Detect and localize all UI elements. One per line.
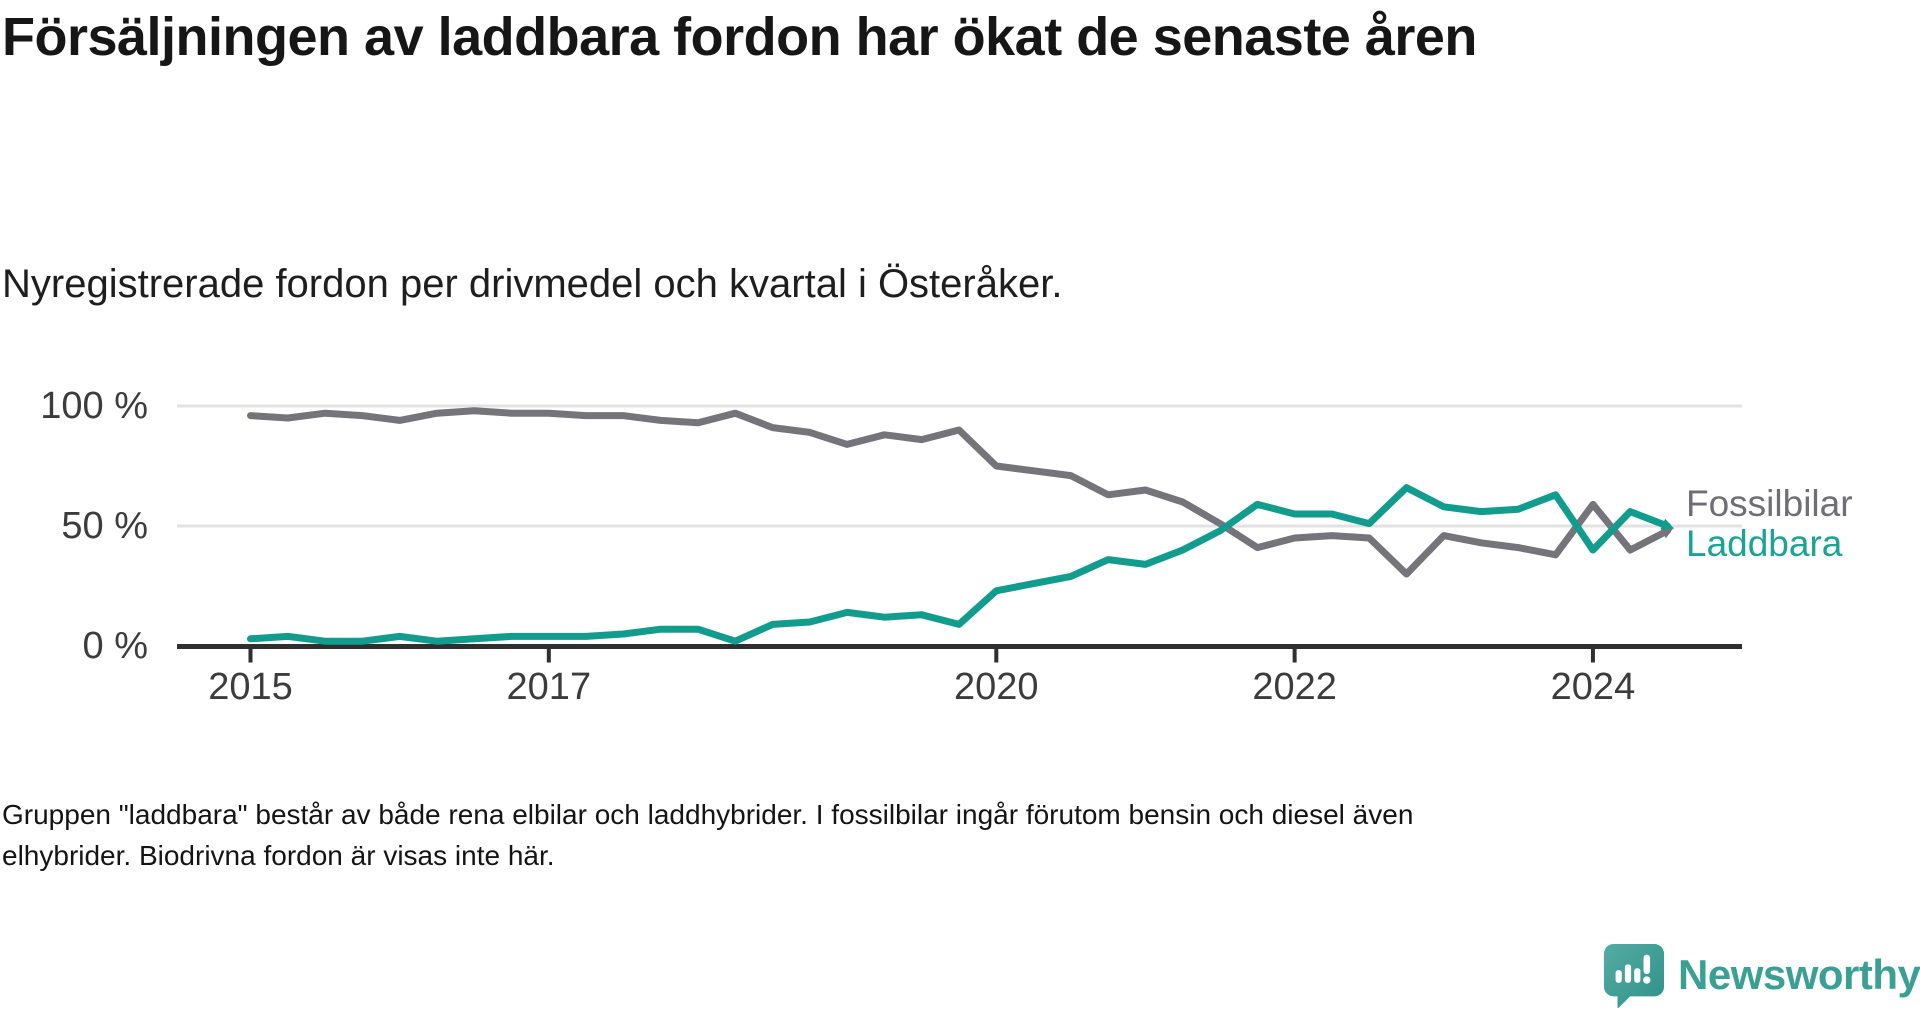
x-axis-label-2017: 2017 [506,666,592,708]
page-subtitle: Nyregistrerade fordon per drivmedel och … [2,262,1063,306]
speech-bubble-shape [1603,943,1665,1008]
x-axis-label-2022: 2022 [1252,666,1337,708]
laddbara-line [247,484,1675,645]
newsworthy-speech-bubble-chart-icon [1603,943,1665,1008]
footnote-text: Gruppen "laddbara" består av både rena e… [2,799,1414,871]
fossilbilar-line [247,407,1674,578]
legend-label-fossilbilar: Fossilbilar [1686,483,1853,524]
newsworthy-branding: Newsworthy [1602,942,1920,1008]
x-axis-label-2015: 2015 [208,666,293,708]
y-axis-label-50: 50 % [61,505,148,547]
x-axis-label-2020: 2020 [954,666,1039,708]
x-axis-label-2024: 2024 [1550,666,1636,708]
y-axis-label-100: 100 % [40,385,148,427]
y-axis-label-0: 0 % [82,625,148,667]
page-title: Försäljningen av laddbara fordon har öka… [2,7,1477,67]
legend-label-laddbara: Laddbara [1686,523,1843,564]
newsworthy-wordmark: Newsworthy [1678,951,1920,998]
x-axis-ticks [248,646,1595,663]
gridlines [177,404,1742,528]
